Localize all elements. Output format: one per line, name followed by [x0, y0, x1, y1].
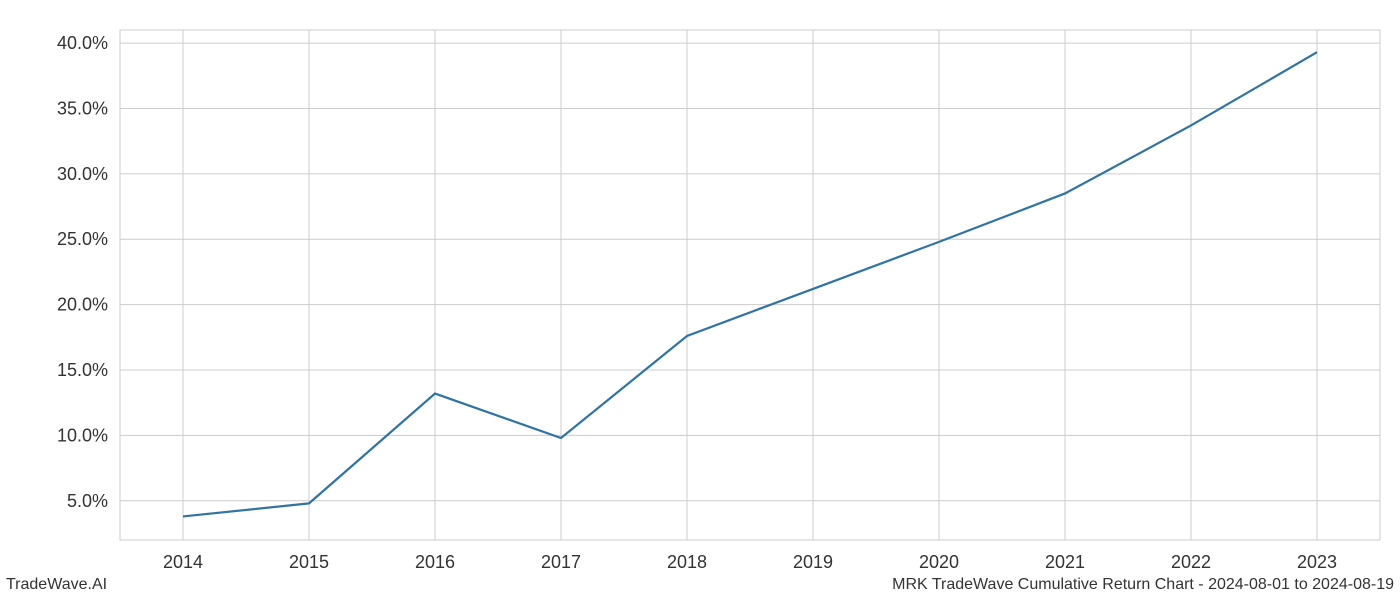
y-tick-label: 10.0% — [57, 425, 108, 445]
y-tick-label: 15.0% — [57, 360, 108, 380]
y-tick-label: 5.0% — [67, 491, 108, 511]
y-tick-label: 40.0% — [57, 33, 108, 53]
footer-left-label: TradeWave.AI — [6, 576, 107, 594]
x-tick-label: 2022 — [1171, 552, 1211, 572]
x-tick-label: 2014 — [163, 552, 203, 572]
y-tick-label: 20.0% — [57, 295, 108, 315]
x-tick-label: 2020 — [919, 552, 959, 572]
x-tick-label: 2021 — [1045, 552, 1085, 572]
y-tick-label: 35.0% — [57, 98, 108, 118]
y-tick-label: 25.0% — [57, 229, 108, 249]
y-tick-label: 30.0% — [57, 164, 108, 184]
x-tick-label: 2019 — [793, 552, 833, 572]
x-tick-label: 2023 — [1297, 552, 1337, 572]
chart-background — [0, 0, 1400, 600]
x-tick-label: 2015 — [289, 552, 329, 572]
chart-container: 2014 2015 2016 2017 2018 2019 2020 2021 2022 2023… — [0, 0, 1400, 600]
line-chart: 2014 2015 2016 2017 2018 2019 2020 2021 2022 2023… — [0, 0, 1400, 600]
x-tick-label: 2017 — [541, 552, 581, 572]
x-tick-label: 2016 — [415, 552, 455, 572]
x-tick-label: 2018 — [667, 552, 707, 572]
footer-right-label: MRK TradeWave Cumulative Return Chart - … — [892, 576, 1394, 594]
